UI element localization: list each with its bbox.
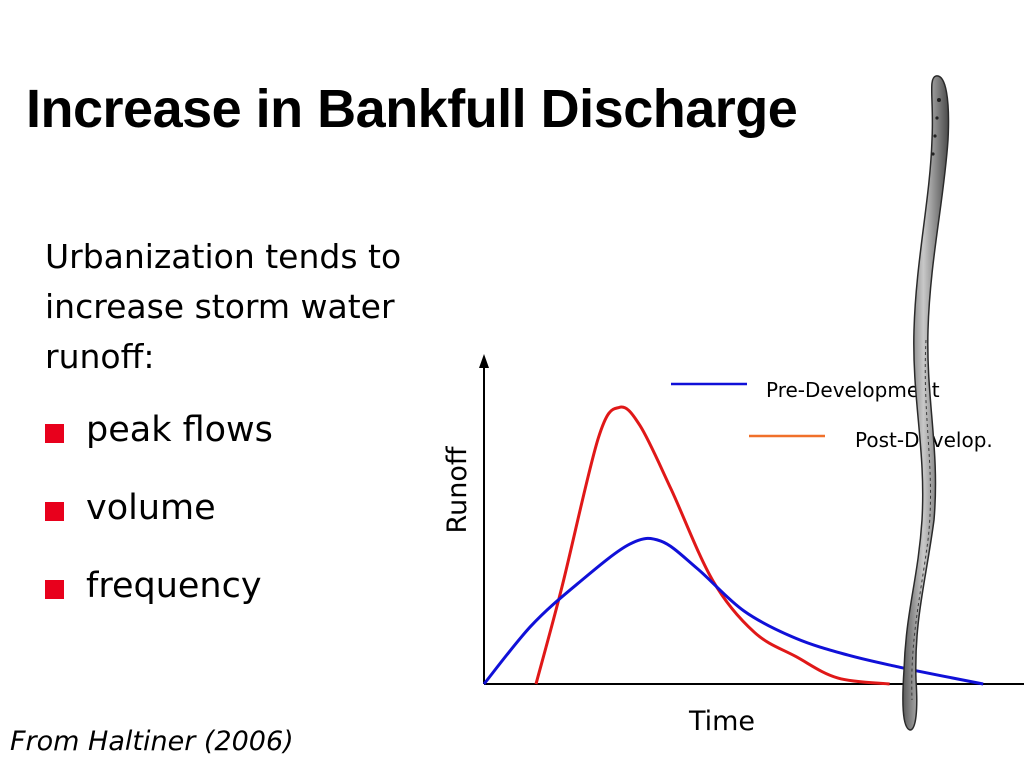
y-axis-arrow-icon xyxy=(479,354,489,368)
citation: From Haltiner (2006) xyxy=(10,726,294,757)
bullet-label: volume xyxy=(86,488,216,528)
bullet-list: peak flows volume frequency xyxy=(45,410,273,644)
intro-text: Urbanization tends to increase storm wat… xyxy=(45,237,402,376)
bullet-label: frequency xyxy=(86,566,262,606)
bullet-label: peak flows xyxy=(86,410,273,450)
bullet-item: frequency xyxy=(45,566,273,644)
y-axis-label: Runoff xyxy=(442,445,473,533)
slide-title: Increase in Bankfull Discharge xyxy=(26,79,798,139)
bullet-square-icon xyxy=(45,424,64,443)
legend-label: Post-Develop. xyxy=(855,428,993,452)
bullet-square-icon xyxy=(45,580,64,599)
bullet-square-icon xyxy=(45,502,64,521)
legend-label: Pre-Development xyxy=(766,378,940,402)
bullet-item: peak flows xyxy=(45,410,273,488)
bullet-item: volume xyxy=(45,488,273,566)
x-axis-label: Time xyxy=(688,706,755,737)
series-line-post-development xyxy=(534,405,890,686)
